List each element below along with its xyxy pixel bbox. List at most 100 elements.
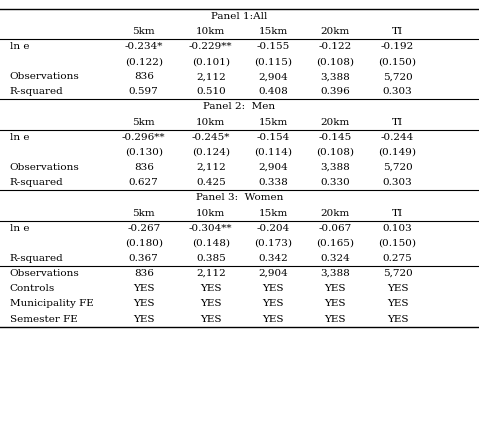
Text: -0.154: -0.154 (256, 133, 290, 142)
Text: YES: YES (325, 299, 346, 308)
Text: (0.122): (0.122) (125, 57, 163, 66)
Text: Controls: Controls (10, 284, 55, 293)
Text: R-squared: R-squared (10, 87, 63, 96)
Text: 5km: 5km (132, 208, 155, 218)
Text: -0.296**: -0.296** (122, 133, 165, 142)
Text: 2,904: 2,904 (258, 163, 288, 172)
Text: 0.330: 0.330 (320, 178, 350, 187)
Text: -0.204: -0.204 (256, 224, 290, 233)
Text: 5,720: 5,720 (383, 163, 412, 172)
Text: -0.229**: -0.229** (189, 42, 232, 51)
Text: TI: TI (392, 118, 403, 127)
Text: 15km: 15km (258, 27, 288, 36)
Text: 10km: 10km (196, 208, 226, 218)
Text: ln e: ln e (10, 224, 29, 233)
Text: 0.425: 0.425 (196, 178, 226, 187)
Text: YES: YES (325, 314, 346, 323)
Text: 2,904: 2,904 (258, 72, 288, 81)
Text: -0.244: -0.244 (381, 133, 414, 142)
Text: (0.130): (0.130) (125, 148, 163, 157)
Text: 0.396: 0.396 (320, 87, 350, 96)
Text: 0.103: 0.103 (383, 224, 412, 233)
Text: Municipality FE: Municipality FE (10, 299, 93, 308)
Text: ln e: ln e (10, 133, 29, 142)
Text: (0.150): (0.150) (378, 239, 417, 248)
Text: 20km: 20km (320, 27, 350, 36)
Text: (0.115): (0.115) (254, 57, 292, 66)
Text: 2,112: 2,112 (196, 269, 226, 278)
Text: Panel 2:  Men: Panel 2: Men (204, 103, 275, 112)
Text: Observations: Observations (10, 72, 80, 81)
Text: (0.108): (0.108) (316, 148, 354, 157)
Text: TI: TI (392, 208, 403, 218)
Text: ln e: ln e (10, 42, 29, 51)
Text: 836: 836 (134, 269, 154, 278)
Text: YES: YES (325, 284, 346, 293)
Text: (0.149): (0.149) (378, 148, 417, 157)
Text: TI: TI (392, 27, 403, 36)
Text: -0.067: -0.067 (319, 224, 352, 233)
Text: Panel 1:All: Panel 1:All (211, 12, 268, 20)
Text: 0.324: 0.324 (320, 254, 350, 263)
Text: -0.155: -0.155 (256, 42, 290, 51)
Text: 5,720: 5,720 (383, 269, 412, 278)
Text: 10km: 10km (196, 27, 226, 36)
Text: YES: YES (387, 299, 408, 308)
Text: 836: 836 (134, 163, 154, 172)
Text: R-squared: R-squared (10, 254, 63, 263)
Text: 836: 836 (134, 72, 154, 81)
Text: 20km: 20km (320, 208, 350, 218)
Text: YES: YES (200, 314, 221, 323)
Text: (0.114): (0.114) (254, 148, 292, 157)
Text: 3,388: 3,388 (320, 163, 350, 172)
Text: 20km: 20km (320, 118, 350, 127)
Text: (0.148): (0.148) (192, 239, 230, 248)
Text: 0.338: 0.338 (258, 178, 288, 187)
Text: 2,112: 2,112 (196, 72, 226, 81)
Text: YES: YES (200, 284, 221, 293)
Text: 0.275: 0.275 (383, 254, 412, 263)
Text: (0.180): (0.180) (125, 239, 163, 248)
Text: Semester FE: Semester FE (10, 314, 77, 323)
Text: 0.597: 0.597 (129, 87, 159, 96)
Text: YES: YES (133, 299, 154, 308)
Text: -0.304**: -0.304** (189, 224, 232, 233)
Text: (0.150): (0.150) (378, 57, 417, 66)
Text: (0.108): (0.108) (316, 57, 354, 66)
Text: YES: YES (262, 299, 284, 308)
Text: (0.165): (0.165) (316, 239, 354, 248)
Text: 0.627: 0.627 (129, 178, 159, 187)
Text: -0.267: -0.267 (127, 224, 160, 233)
Text: 10km: 10km (196, 118, 226, 127)
Text: -0.192: -0.192 (381, 42, 414, 51)
Text: 0.303: 0.303 (383, 178, 412, 187)
Text: 5km: 5km (132, 27, 155, 36)
Text: YES: YES (262, 314, 284, 323)
Text: 0.385: 0.385 (196, 254, 226, 263)
Text: -0.145: -0.145 (319, 133, 352, 142)
Text: 2,904: 2,904 (258, 269, 288, 278)
Text: Observations: Observations (10, 269, 80, 278)
Text: 0.510: 0.510 (196, 87, 226, 96)
Text: (0.124): (0.124) (192, 148, 230, 157)
Text: -0.245*: -0.245* (192, 133, 230, 142)
Text: 15km: 15km (258, 208, 288, 218)
Text: 15km: 15km (258, 118, 288, 127)
Text: 2,112: 2,112 (196, 163, 226, 172)
Text: 3,388: 3,388 (320, 269, 350, 278)
Text: YES: YES (387, 284, 408, 293)
Text: 0.342: 0.342 (258, 254, 288, 263)
Text: Panel 3:  Women: Panel 3: Women (196, 193, 283, 202)
Text: 5,720: 5,720 (383, 72, 412, 81)
Text: 0.303: 0.303 (383, 87, 412, 96)
Text: YES: YES (200, 299, 221, 308)
Text: 3,388: 3,388 (320, 72, 350, 81)
Text: -0.122: -0.122 (319, 42, 352, 51)
Text: YES: YES (133, 284, 154, 293)
Text: R-squared: R-squared (10, 178, 63, 187)
Text: -0.234*: -0.234* (125, 42, 163, 51)
Text: Observations: Observations (10, 163, 80, 172)
Text: YES: YES (262, 284, 284, 293)
Text: YES: YES (133, 314, 154, 323)
Text: (0.101): (0.101) (192, 57, 230, 66)
